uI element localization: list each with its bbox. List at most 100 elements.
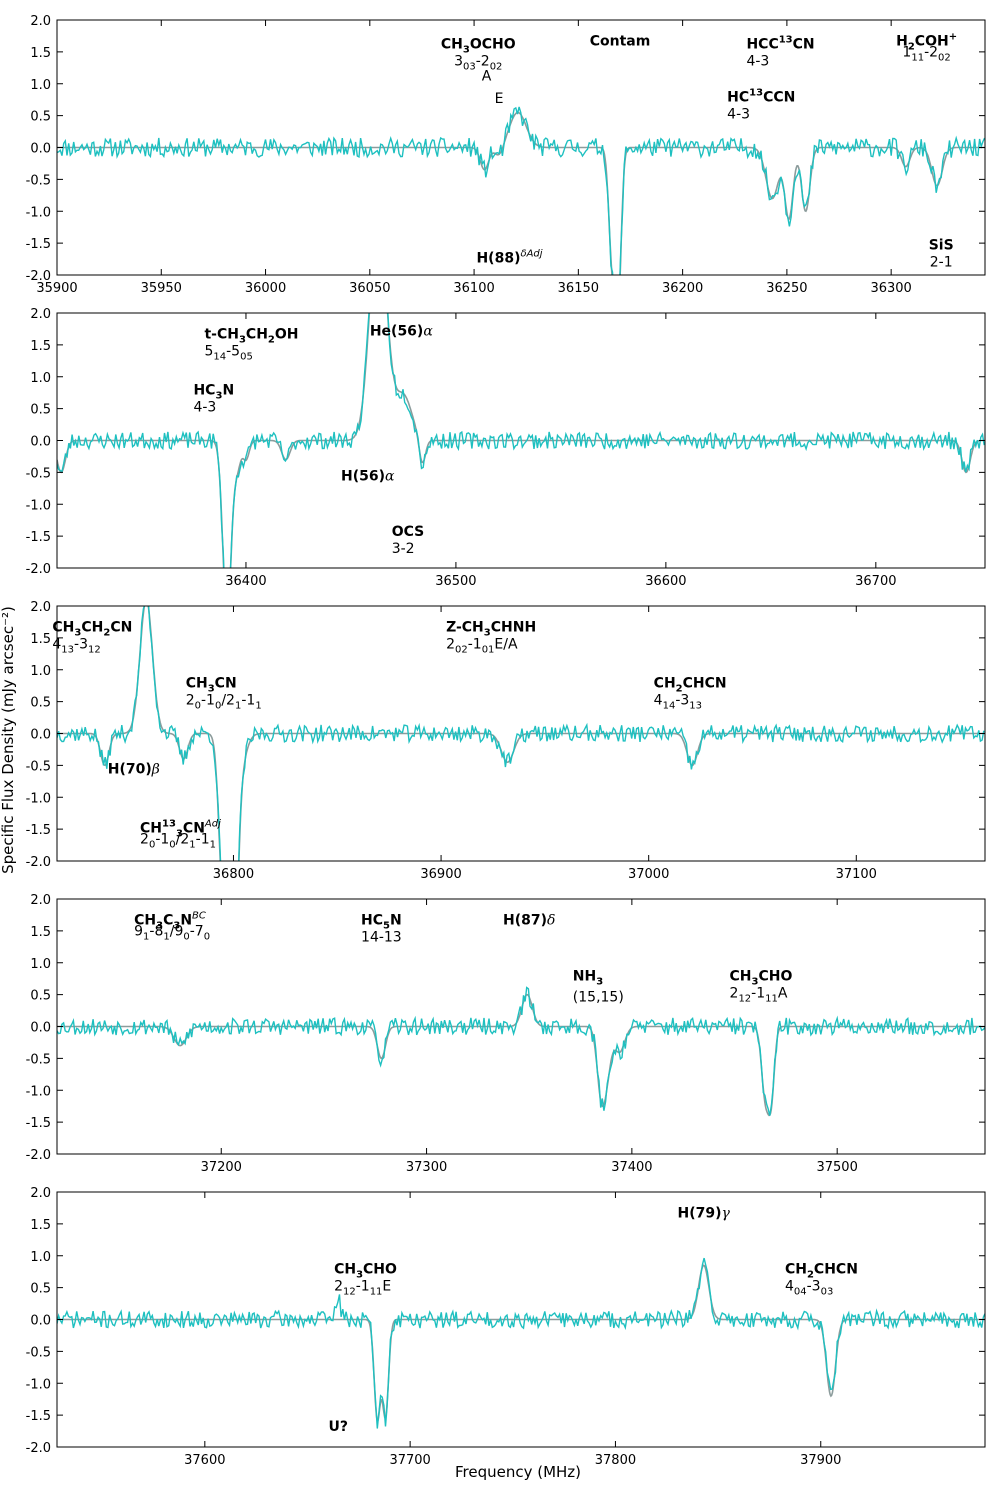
y-tick-label: 1.5	[30, 632, 51, 647]
y-tick-label: 0.0	[30, 142, 51, 157]
y-tick-label: -1.5	[26, 1116, 51, 1131]
line-annotation: CH3CH2CN 413-312	[52, 620, 132, 656]
x-tick-label: 37800	[595, 1453, 636, 1468]
y-tick-label: 1.5	[30, 925, 51, 940]
x-tick-label: 37100	[836, 867, 877, 882]
x-tick-label: 35900	[36, 281, 77, 296]
observed-spectrum-line	[57, 106, 985, 275]
x-tick-label: 37600	[184, 1453, 225, 1468]
line-annotation: HCC13CN 4-3	[746, 35, 814, 70]
line-annotation: Contam	[590, 34, 651, 50]
y-tick-label: 1.0	[30, 78, 51, 93]
y-tick-label: -1.0	[26, 791, 51, 806]
y-tick-label: 1.5	[30, 339, 51, 354]
line-annotation: t-CH3CH2OH 514-505	[204, 327, 298, 363]
y-tick-label: 0.0	[30, 1314, 51, 1329]
y-tick-label: 1.0	[30, 664, 51, 679]
line-annotation: OCS 3-2	[392, 524, 425, 557]
spectrum-panel: -2.0 -1.5 -1.0 -0.5 0.0 0.5 1.0 1.5 2.0 37600 3770…	[26, 1186, 986, 1468]
observed-spectrum-line	[57, 606, 985, 861]
y-tick-label: 1.0	[30, 957, 51, 972]
line-annotation: CH3CHO 212-111E	[334, 1262, 397, 1298]
line-annotation: CH3C3NBC 91-81/90-70	[134, 911, 210, 943]
y-axis-label: Specific Flux Density (mJy arcsec⁻²)	[0, 606, 17, 874]
y-tick-label: -0.5	[26, 759, 51, 774]
line-annotation: CH3CN 20-10/21-11	[186, 676, 262, 712]
y-tick-label: -1.0	[26, 205, 51, 220]
y-tick-label: -0.5	[26, 1345, 51, 1360]
y-tick-label: 2.0	[30, 893, 51, 908]
x-tick-label: 37200	[201, 1160, 242, 1175]
y-tick-label: -1.5	[26, 237, 51, 252]
line-annotation: E	[495, 91, 504, 107]
y-tick-label: -1.5	[26, 1409, 51, 1424]
y-tick-label: -2.0	[26, 1441, 51, 1456]
x-tick-label: 36500	[435, 574, 476, 589]
y-tick-label: 0.0	[30, 1021, 51, 1036]
y-tick-label: 0.0	[30, 435, 51, 450]
model-spectrum-line	[57, 313, 985, 568]
y-tick-label: 0.5	[30, 989, 51, 1004]
x-tick-label: 37900	[800, 1453, 841, 1468]
y-tick-label: 2.0	[30, 14, 51, 29]
spectrum-panel: -2.0 -1.5 -1.0 -0.5 0.0 0.5 1.0 1.5 2.0 36800 3690…	[26, 600, 986, 882]
x-tick-label: 37400	[611, 1160, 652, 1175]
y-tick-label: -1.0	[26, 1084, 51, 1099]
line-annotation: NH3 (15,15)	[573, 969, 624, 1006]
y-tick-label: 0.5	[30, 110, 51, 125]
x-tick-label: 36100	[453, 281, 494, 296]
x-tick-label: 36600	[645, 574, 686, 589]
line-annotation: H2COH+ 111-202	[896, 32, 957, 64]
spectrum-panel: -2.0 -1.5 -1.0 -0.5 0.0 0.5 1.0 1.5 2.0 37200 3730…	[26, 893, 986, 1175]
y-tick-label: 0.5	[30, 696, 51, 711]
x-tick-label: 37300	[406, 1160, 447, 1175]
x-tick-label: 36900	[420, 867, 461, 882]
line-annotation: H(88)δAdj	[476, 248, 542, 266]
y-tick-label: 1.5	[30, 1218, 51, 1233]
y-tick-label: -0.5	[26, 173, 51, 188]
line-annotation: HC13CCN 4-3	[727, 88, 795, 123]
line-annotation: H(79)γ	[678, 1206, 731, 1222]
line-annotation: H(56)α	[341, 469, 395, 485]
x-tick-label: 37700	[389, 1453, 430, 1468]
y-tick-label: -1.0	[26, 498, 51, 513]
observed-spectrum-line	[57, 986, 985, 1116]
y-tick-label: -1.5	[26, 823, 51, 838]
x-tick-label: 36300	[870, 281, 911, 296]
x-tick-label: 36150	[558, 281, 599, 296]
y-tick-label: 2.0	[30, 1186, 51, 1201]
x-tick-label: 36400	[225, 574, 266, 589]
x-tick-label: 36200	[662, 281, 703, 296]
line-annotation: Z-CH3CHNH 202-101E/A	[446, 620, 536, 656]
x-tick-label: 36250	[766, 281, 807, 296]
line-annotation: H(70)β	[108, 762, 160, 778]
x-tick-label: 36000	[245, 281, 286, 296]
line-annotation: CH133CNAdj 20-10/21-11	[140, 818, 221, 850]
y-tick-label: -2.0	[26, 269, 51, 284]
line-annotation: CH3CHO 212-111A	[730, 969, 793, 1005]
y-tick-label: -2.0	[26, 562, 51, 577]
y-tick-label: 2.0	[30, 307, 51, 322]
y-tick-label: 1.5	[30, 46, 51, 61]
x-tick-label: 36800	[213, 867, 254, 882]
line-annotation: CH2CHCN 404-303	[785, 1262, 858, 1298]
spectrum-panel: -2.0 -1.5 -1.0 -0.5 0.0 0.5 1.0 1.5 2.0 36400 3650…	[26, 307, 986, 589]
line-annotation: H(87)δ	[503, 913, 555, 929]
line-annotation: HC3N 4-3	[193, 383, 234, 416]
x-axis-label: Frequency (MHz)	[455, 1463, 581, 1481]
line-annotation: CH2CHCN 414-313	[654, 676, 727, 712]
line-annotation: He(56)α	[370, 323, 434, 339]
y-tick-label: 1.0	[30, 1250, 51, 1265]
line-annotation: U?	[329, 1419, 349, 1435]
y-tick-label: -1.5	[26, 530, 51, 545]
x-tick-label: 37000	[628, 867, 669, 882]
y-tick-label: 0.5	[30, 1282, 51, 1297]
y-tick-label: -0.5	[26, 1052, 51, 1067]
line-annotation: A	[482, 69, 492, 85]
y-tick-label: 2.0	[30, 600, 51, 615]
x-tick-label: 36050	[349, 281, 390, 296]
x-tick-label: 35950	[141, 281, 182, 296]
observed-spectrum-line	[57, 1257, 985, 1429]
y-tick-label: -2.0	[26, 855, 51, 870]
